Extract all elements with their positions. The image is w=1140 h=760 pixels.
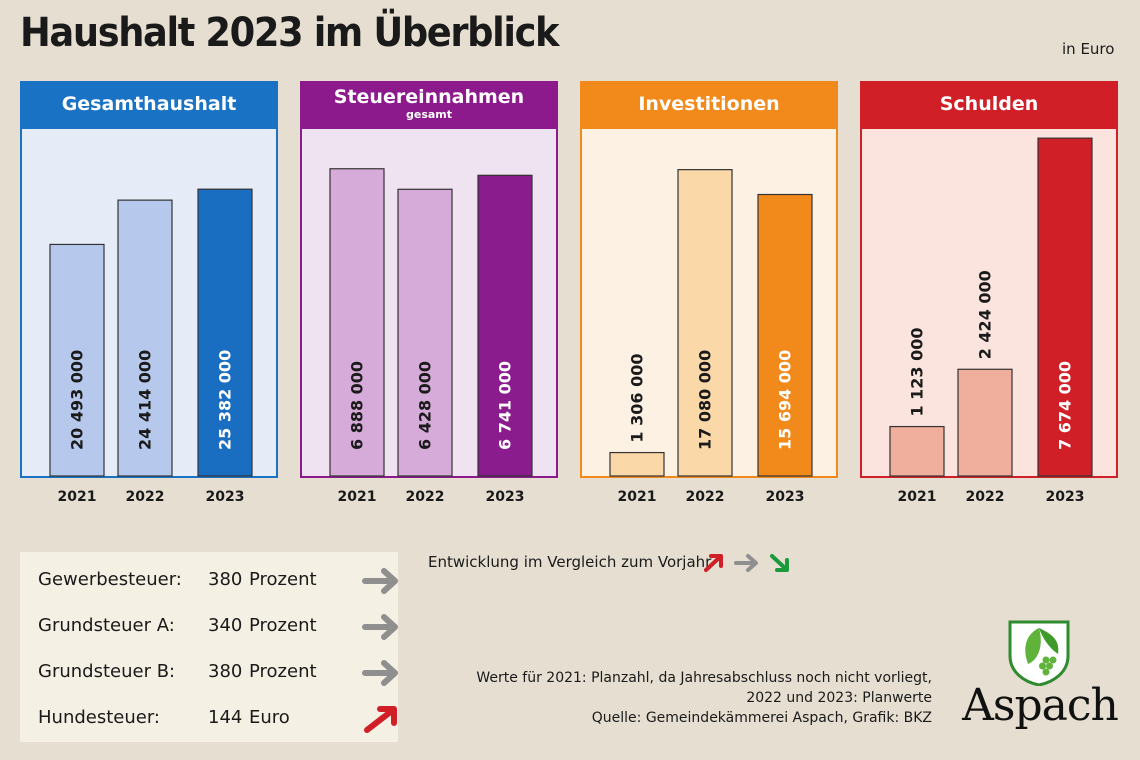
footnotes: Werte für 2021: Planzahl, da Jahresabsch… bbox=[476, 668, 932, 728]
trend-legend-text: Entwicklung im Vergleich zum Vorjahr bbox=[428, 553, 712, 571]
aspach-logo: Aspach bbox=[960, 620, 1120, 740]
tax-unit: Prozent bbox=[249, 661, 317, 682]
x-axis: 2021 2022 2023 bbox=[58, 489, 245, 505]
tax-rates-box: Gewerbesteuer: 380 Prozent Grundsteuer A… bbox=[20, 552, 398, 742]
chart-header: Steuereinnahmen gesamt bbox=[300, 81, 558, 129]
bar bbox=[609, 451, 665, 477]
bar bbox=[49, 243, 105, 477]
chart-panel: Investitionen 1 306 000 17 080 000 15 694 0… bbox=[580, 81, 838, 478]
flat-arrow-icon bbox=[362, 568, 398, 594]
flat-arrow-icon bbox=[362, 660, 398, 686]
data-label: 2 424 000 bbox=[976, 270, 995, 359]
bar bbox=[197, 188, 253, 477]
unit-note: in Euro bbox=[1062, 40, 1115, 58]
data-label: 6 428 000 bbox=[416, 361, 435, 450]
x-axis: 2021 2022 2023 bbox=[618, 489, 805, 505]
x-tick-label: 2022 bbox=[406, 489, 445, 505]
x-tick-label: 2022 bbox=[126, 489, 165, 505]
bar bbox=[1037, 137, 1093, 477]
chart-panel: Schulden 1 123 000 2 424 000 7 674 000 bbox=[860, 81, 1118, 478]
bar bbox=[957, 368, 1013, 477]
chart-plot: 20 493 000 24 414 000 25 382 000 bbox=[49, 188, 253, 477]
chart-subtitle: gesamt bbox=[405, 108, 453, 121]
tax-unit: Prozent bbox=[249, 615, 317, 636]
up-arrow-icon bbox=[364, 706, 397, 733]
flat-arrow-icon bbox=[362, 614, 398, 640]
trend-legend bbox=[702, 551, 792, 579]
x-tick-label: 2023 bbox=[206, 489, 245, 505]
chart-title: Gesamthaushalt bbox=[61, 93, 237, 115]
chart-title: Investitionen bbox=[638, 93, 780, 115]
tax-value: 380 bbox=[208, 661, 243, 682]
data-label: 20 493 000 bbox=[68, 350, 87, 450]
tax-unit: Prozent bbox=[249, 569, 317, 590]
page-title: Haushalt 2023 im Überblick bbox=[20, 10, 559, 56]
bar bbox=[477, 174, 533, 477]
footnote-line: 2022 und 2023: Planwerte bbox=[746, 690, 932, 706]
bar bbox=[677, 169, 733, 477]
x-tick-label: 2023 bbox=[766, 489, 805, 505]
up-arrow-icon bbox=[704, 554, 723, 572]
x-tick-label: 2021 bbox=[618, 489, 657, 505]
flat-arrow-icon bbox=[734, 554, 758, 572]
data-label: 7 674 000 bbox=[1056, 361, 1075, 450]
chart-plot: 6 888 000 6 428 000 6 741 000 bbox=[329, 168, 533, 477]
x-tick-label: 2022 bbox=[686, 489, 725, 505]
bar bbox=[329, 168, 385, 477]
footnote-line: Werte für 2021: Planzahl, da Jahresabsch… bbox=[476, 670, 932, 686]
x-tick-label: 2022 bbox=[966, 489, 1005, 505]
data-label: 17 080 000 bbox=[696, 350, 715, 450]
data-label: 1 123 000 bbox=[908, 327, 927, 416]
x-tick-label: 2021 bbox=[898, 489, 937, 505]
x-tick-label: 2021 bbox=[58, 489, 97, 505]
tax-name: Gewerbesteuer: bbox=[38, 569, 182, 590]
tax-name: Grundsteuer B: bbox=[38, 661, 176, 682]
bar bbox=[889, 425, 945, 477]
logo-text: Aspach bbox=[962, 680, 1119, 731]
chart-plot: 1 123 000 2 424 000 7 674 000 bbox=[889, 137, 1093, 477]
tax-value: 380 bbox=[208, 569, 243, 590]
tax-name: Grundsteuer A: bbox=[38, 615, 175, 636]
x-tick-label: 2021 bbox=[338, 489, 377, 505]
tax-value: 144 bbox=[208, 707, 243, 728]
chart-title: Schulden bbox=[939, 93, 1039, 115]
coat-of-arms-icon bbox=[1008, 620, 1070, 686]
chart-title: Steuereinnahmen bbox=[333, 86, 525, 108]
chart-header: Gesamthaushalt bbox=[20, 81, 278, 129]
data-label: 6 888 000 bbox=[348, 361, 367, 450]
x-tick-label: 2023 bbox=[486, 489, 525, 505]
bar bbox=[397, 188, 453, 477]
tax-unit: Euro bbox=[249, 707, 290, 728]
footnote-line: Quelle: Gemeindekämmerei Aspach, Grafik:… bbox=[591, 710, 932, 726]
data-label: 24 414 000 bbox=[136, 350, 155, 450]
chart-header: Schulden bbox=[860, 81, 1118, 129]
bar bbox=[757, 193, 813, 477]
chart-header: Investitionen bbox=[580, 81, 838, 129]
chart-plot: 1 306 000 17 080 000 15 694 000 bbox=[609, 169, 813, 477]
down-arrow-icon bbox=[770, 554, 789, 572]
data-label: 25 382 000 bbox=[216, 350, 235, 450]
chart-panel: Steuereinnahmen gesamt 6 888 000 6 428 000 6… bbox=[300, 81, 558, 478]
data-label: 1 306 000 bbox=[628, 353, 647, 442]
data-label: 6 741 000 bbox=[496, 361, 515, 450]
x-tick-label: 2023 bbox=[1046, 489, 1085, 505]
tax-name: Hundesteuer: bbox=[38, 707, 160, 728]
data-label: 15 694 000 bbox=[776, 350, 795, 450]
x-axis: 2021 2022 2023 bbox=[898, 489, 1085, 505]
bar bbox=[117, 199, 173, 477]
tax-value: 340 bbox=[208, 615, 243, 636]
x-axis: 2021 2022 2023 bbox=[338, 489, 525, 505]
chart-panel: Gesamthaushalt 20 493 000 24 414 000 25 382… bbox=[20, 81, 278, 478]
